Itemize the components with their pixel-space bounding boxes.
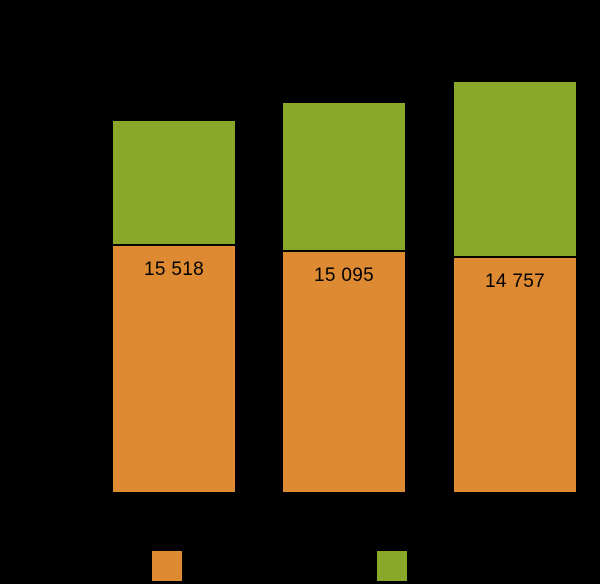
bar-2-green-segment — [283, 103, 405, 250]
bar-3-orange-segment: 14 757 — [454, 256, 576, 492]
bar-2-orange-segment: 15 095 — [283, 250, 405, 492]
bar-3-value-label: 14 757 — [485, 271, 545, 292]
bar-group-1: 15 518 — [113, 121, 235, 492]
legend-swatch-orange — [152, 551, 182, 581]
bar-group-3: 14 757 — [454, 82, 576, 492]
bar-1-orange-segment: 15 518 — [113, 244, 235, 492]
bar-group-2: 15 095 — [283, 103, 405, 492]
bar-3-green-segment — [454, 82, 576, 256]
bar-1-green-segment — [113, 121, 235, 244]
bar-2-value-label: 15 095 — [314, 265, 374, 286]
bar-1-value-label: 15 518 — [144, 259, 204, 280]
legend-swatch-green — [377, 551, 407, 581]
